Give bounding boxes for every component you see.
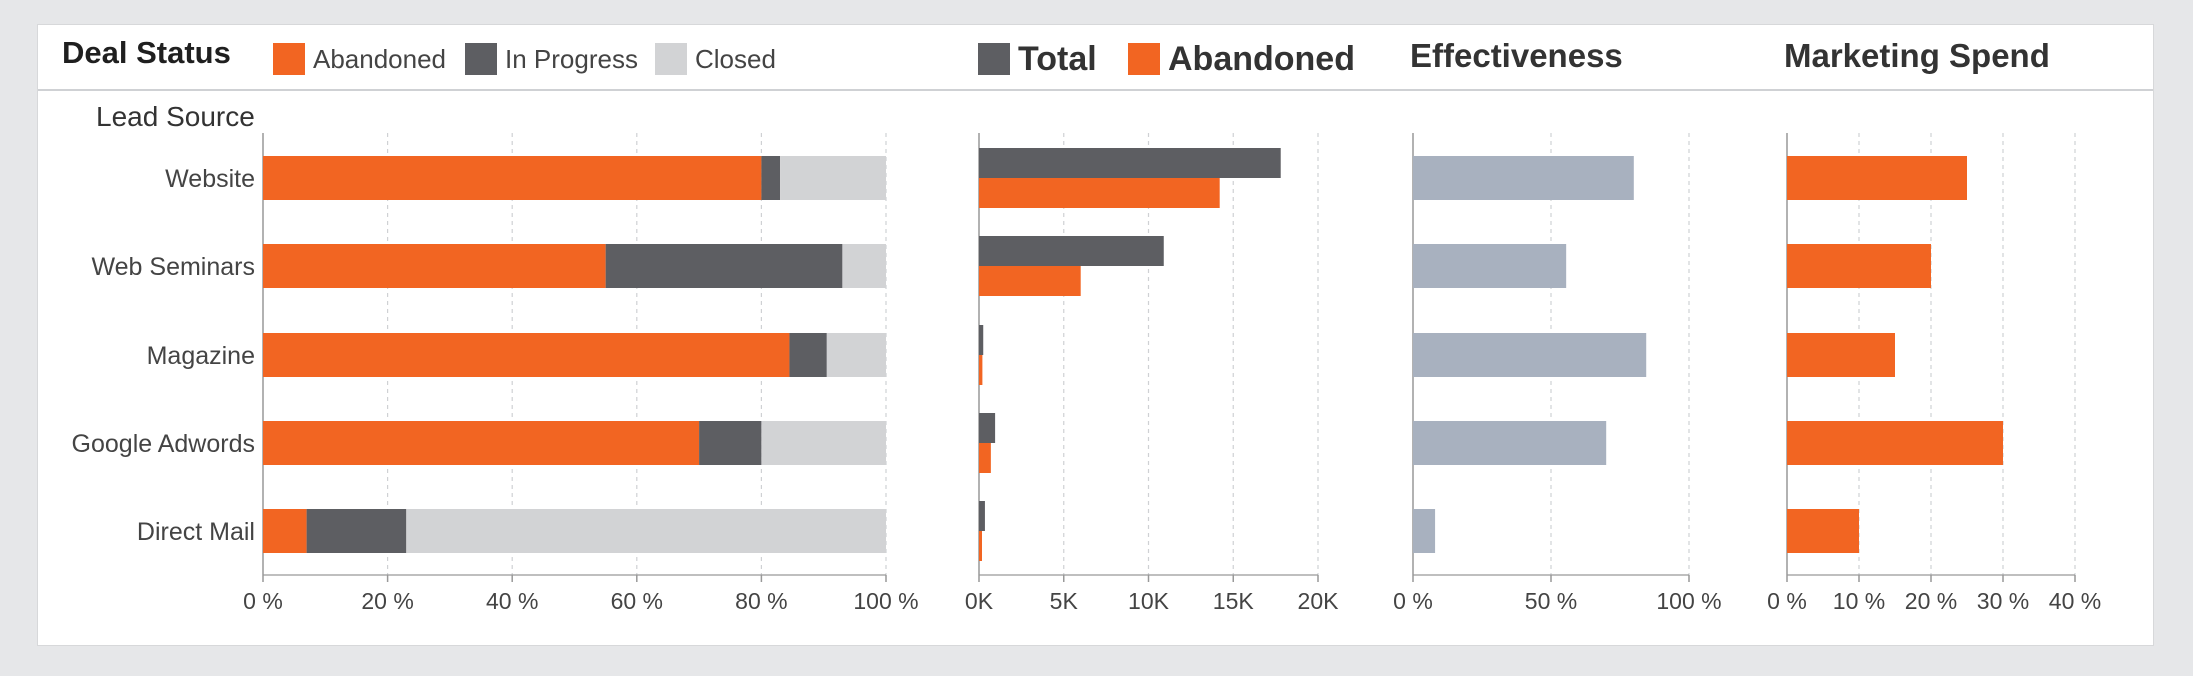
x-tick-label: 40 % <box>2049 588 2101 614</box>
bar-abandoned <box>263 333 790 377</box>
legend-label-total: Total <box>1018 39 1097 78</box>
bar-effectiveness <box>1413 156 1634 200</box>
bar-in-progress <box>789 333 827 377</box>
bar-marketing-spend <box>1787 244 1931 288</box>
x-tick-label: 0 % <box>1767 588 1807 614</box>
bar-abandoned-count <box>979 355 983 385</box>
bar-abandoned-count <box>979 531 982 561</box>
category-label: Magazine <box>147 342 255 370</box>
x-tick-label: 10 % <box>1833 588 1885 614</box>
x-tick-label: 80 % <box>735 588 787 614</box>
legend-swatch-closed <box>655 43 687 75</box>
bar-effectiveness <box>1413 509 1436 553</box>
category-label: Web Seminars <box>92 253 256 281</box>
legend-item-closed: Closed <box>655 43 776 75</box>
legend-item-abandoned: Abandoned <box>273 43 446 75</box>
bar-abandoned <box>263 244 606 288</box>
category-label: Google Adwords <box>72 430 255 458</box>
bar-in-progress <box>699 421 762 465</box>
legend-item-abandoned-count: Abandoned <box>1128 40 1355 78</box>
bar-abandoned-count <box>979 443 991 473</box>
y-axis-title: Lead Source <box>96 101 255 132</box>
x-tick-label: 30 % <box>1977 588 2029 614</box>
bar-total <box>979 236 1164 266</box>
dashboard-panel: Deal Status Abandoned In Progress Closed… <box>37 24 2154 646</box>
bar-total <box>979 325 984 355</box>
bar-total <box>979 148 1281 178</box>
legend-swatch-in-progress <box>465 43 497 75</box>
category-label: Direct Mail <box>137 518 255 546</box>
x-tick-label: 10K <box>1128 588 1170 614</box>
legend-swatch-abandoned <box>273 43 305 75</box>
bar-effectiveness <box>1413 333 1647 377</box>
x-tick-label: 0 % <box>1393 588 1433 614</box>
bar-marketing-spend <box>1787 509 1859 553</box>
bar-closed <box>780 156 886 200</box>
legend-label-abandoned-count: Abandoned <box>1168 39 1355 78</box>
header-bar: Deal Status Abandoned In Progress Closed… <box>38 25 2153 91</box>
bar-abandoned <box>263 421 700 465</box>
bar-closed <box>842 244 886 288</box>
bar-effectiveness <box>1413 244 1567 288</box>
x-tick-label: 20 % <box>1905 588 1957 614</box>
x-tick-label: 40 % <box>486 588 538 614</box>
page-title: Deal Status <box>62 35 231 70</box>
bar-in-progress <box>306 509 407 553</box>
bar-abandoned-count <box>979 178 1220 208</box>
marketing-spend-title: Marketing Spend <box>1784 37 2050 74</box>
legend-label-abandoned: Abandoned <box>313 43 447 74</box>
x-tick-label: 15K <box>1213 588 1255 614</box>
legend-swatch-abandoned-count <box>1128 43 1160 75</box>
legend-label-in-progress: In Progress <box>505 43 638 74</box>
x-tick-label: 20K <box>1298 588 1340 614</box>
bar-closed <box>406 509 886 553</box>
bar-abandoned <box>263 156 762 200</box>
x-tick-label: 50 % <box>1525 588 1577 614</box>
bar-closed <box>761 421 886 465</box>
x-tick-label: 0 % <box>243 588 283 614</box>
x-tick-label: 100 % <box>1656 588 1721 614</box>
bar-marketing-spend <box>1787 156 1967 200</box>
bar-total <box>979 501 985 531</box>
bar-in-progress <box>761 156 781 200</box>
legend-item-total: Total <box>978 40 1097 78</box>
bar-marketing-spend <box>1787 333 1895 377</box>
x-tick-label: 0K <box>965 588 994 614</box>
legend-swatch-total <box>978 43 1010 75</box>
bar-effectiveness <box>1413 421 1607 465</box>
legend-label-closed: Closed <box>695 43 776 74</box>
category-label: Website <box>165 165 255 193</box>
legend-item-in-progress: In Progress <box>465 43 638 75</box>
bar-abandoned <box>263 509 307 553</box>
charts-svg: 0 % 20 % 40 % 60 % 80 % 100 % Website Web Semin… <box>72 133 2101 614</box>
bar-marketing-spend <box>1787 421 2003 465</box>
x-tick-label: 20 % <box>361 588 413 614</box>
bar-closed <box>826 333 886 377</box>
bar-total <box>979 413 996 443</box>
effectiveness-title: Effectiveness <box>1410 37 1623 74</box>
x-tick-label: 100 % <box>853 588 918 614</box>
bar-in-progress <box>605 244 843 288</box>
x-tick-label: 60 % <box>611 588 663 614</box>
x-tick-label: 5K <box>1050 588 1079 614</box>
bar-abandoned-count <box>979 266 1081 296</box>
